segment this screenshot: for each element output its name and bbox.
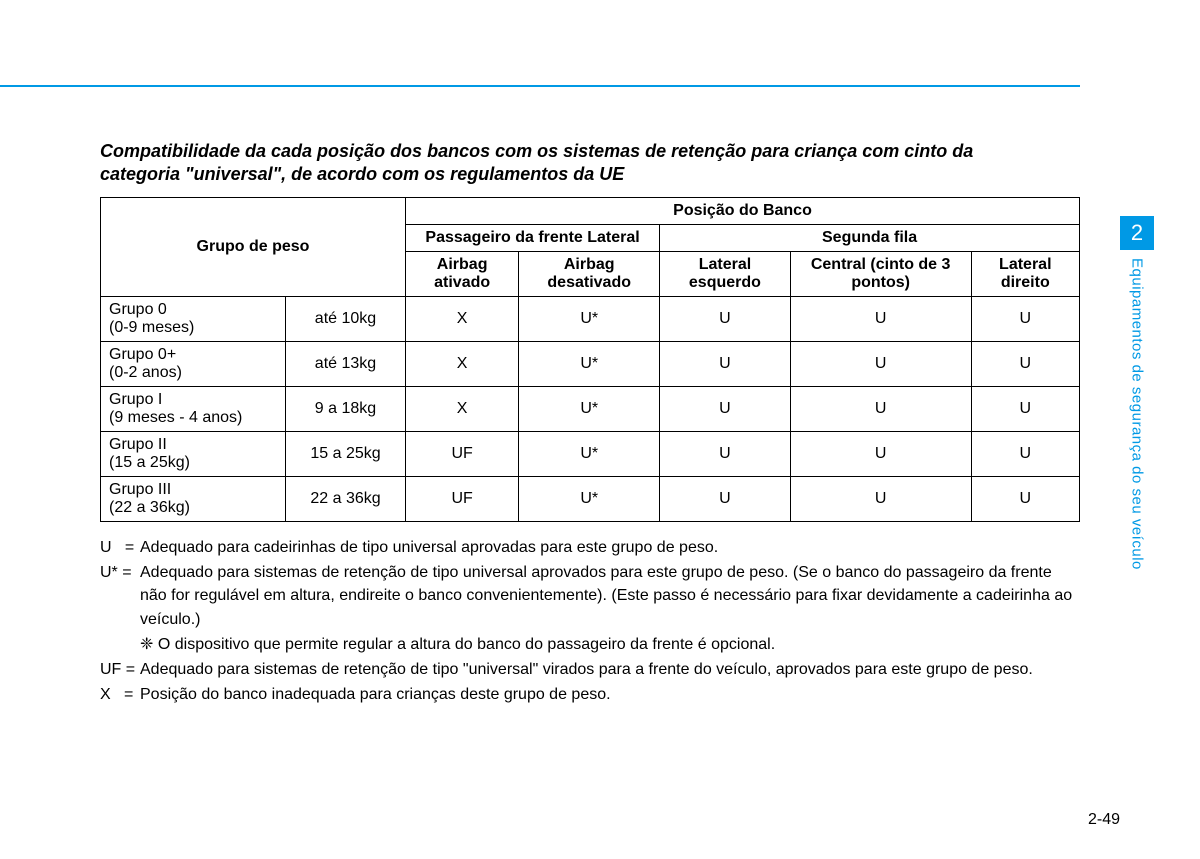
- col-group: Grupo de peso: [101, 198, 406, 297]
- chapter-title-vertical: Equipamentos de segurança do seu veículo: [1122, 258, 1152, 628]
- legend-sym: X: [100, 686, 111, 703]
- table-row: Grupo 0+ (0-2 anos) até 13kg X U* U U U: [101, 342, 1080, 387]
- cell: U: [790, 297, 971, 342]
- table-row: Grupo 0 (0-9 meses) até 10kg X U* U U U: [101, 297, 1080, 342]
- cell: U*: [519, 477, 660, 522]
- cell: U: [790, 432, 971, 477]
- title-line-2: categoria "universal", de acordo com os …: [100, 164, 624, 184]
- legend-row-ustar: U* = Adequado para sistemas de retenção …: [100, 561, 1080, 631]
- cell: U: [660, 432, 791, 477]
- col-airbag-off: Airbag desativado: [519, 252, 660, 297]
- cell: X: [406, 297, 519, 342]
- legend-text: Adequado para sistemas de retenção de ti…: [140, 658, 1080, 681]
- col-top: Posição do Banco: [406, 198, 1080, 225]
- legend-text: Posição do banco inadequada para criança…: [140, 683, 1080, 706]
- table-row: Grupo III (22 a 36kg) 22 a 36kg UF U* U …: [101, 477, 1080, 522]
- col-left: Lateral esquerdo: [660, 252, 791, 297]
- row-weight: 9 a 18kg: [286, 387, 406, 432]
- cell: U: [790, 387, 971, 432]
- row-weight: 15 a 25kg: [286, 432, 406, 477]
- col-right: Lateral direito: [971, 252, 1079, 297]
- legend-row-u: U = Adequado para cadeirinhas de tipo un…: [100, 536, 1080, 559]
- legend-sym: U*: [100, 564, 118, 581]
- cell: U: [971, 477, 1079, 522]
- chapter-tab: 2: [1120, 216, 1154, 250]
- title-line-1: Compatibilidade da cada posição dos banc…: [100, 141, 973, 161]
- page-content: Compatibilidade da cada posição dos banc…: [100, 140, 1080, 708]
- cell: U: [971, 297, 1079, 342]
- row-label: Grupo I (9 meses - 4 anos): [101, 387, 286, 432]
- table-row: Grupo II (15 a 25kg) 15 a 25kg UF U* U U…: [101, 432, 1080, 477]
- row-weight: 22 a 36kg: [286, 477, 406, 522]
- cell: U: [790, 477, 971, 522]
- legend-row-uf: UF = Adequado para sistemas de retenção …: [100, 658, 1080, 681]
- row-label: Grupo 0+ (0-2 anos): [101, 342, 286, 387]
- cell: X: [406, 387, 519, 432]
- row-label: Grupo III (22 a 36kg): [101, 477, 286, 522]
- cell: U: [660, 297, 791, 342]
- section-title: Compatibilidade da cada posição dos banc…: [100, 140, 1080, 185]
- col-airbag-on: Airbag ativado: [406, 252, 519, 297]
- cell: U*: [519, 387, 660, 432]
- row-label: Grupo 0 (0-9 meses): [101, 297, 286, 342]
- chapter-number: 2: [1131, 220, 1143, 246]
- legend-text: Adequado para sistemas de retenção de ti…: [140, 561, 1080, 631]
- cell: U: [790, 342, 971, 387]
- cell: U: [971, 432, 1079, 477]
- cell: U: [660, 387, 791, 432]
- cell: U: [660, 477, 791, 522]
- cell: U: [971, 342, 1079, 387]
- col-center: Central (cinto de 3 pontos): [790, 252, 971, 297]
- legend-note: ❈ O dispositivo que permite regular a al…: [100, 633, 1080, 656]
- legend-row-x: X = Posição do banco inadequada para cri…: [100, 683, 1080, 706]
- cell: UF: [406, 477, 519, 522]
- table-body: Grupo 0 (0-9 meses) até 10kg X U* U U U …: [101, 297, 1080, 522]
- cell: U: [660, 342, 791, 387]
- row-label: Grupo II (15 a 25kg): [101, 432, 286, 477]
- header-rule: [0, 85, 1080, 87]
- table-row: Grupo I (9 meses - 4 anos) 9 a 18kg X U*…: [101, 387, 1080, 432]
- cell: X: [406, 342, 519, 387]
- col-front: Passageiro da frente Lateral: [406, 225, 660, 252]
- note-icon: ❈: [140, 636, 153, 653]
- note-text: O dispositivo que permite regular a altu…: [158, 636, 775, 653]
- row-weight: até 10kg: [286, 297, 406, 342]
- legend: U = Adequado para cadeirinhas de tipo un…: [100, 536, 1080, 706]
- page-number: 2-49: [1088, 811, 1120, 829]
- compatibility-table: Grupo de peso Posição do Banco Passageir…: [100, 197, 1080, 522]
- col-second: Segunda fila: [660, 225, 1080, 252]
- cell: U*: [519, 342, 660, 387]
- cell: U: [971, 387, 1079, 432]
- legend-sym: UF: [100, 661, 121, 678]
- cell: UF: [406, 432, 519, 477]
- row-weight: até 13kg: [286, 342, 406, 387]
- legend-sym: U: [100, 539, 112, 556]
- legend-text: Adequado para cadeirinhas de tipo univer…: [140, 536, 1080, 559]
- cell: U*: [519, 297, 660, 342]
- table-header-row: Grupo de peso Posição do Banco: [101, 198, 1080, 225]
- cell: U*: [519, 432, 660, 477]
